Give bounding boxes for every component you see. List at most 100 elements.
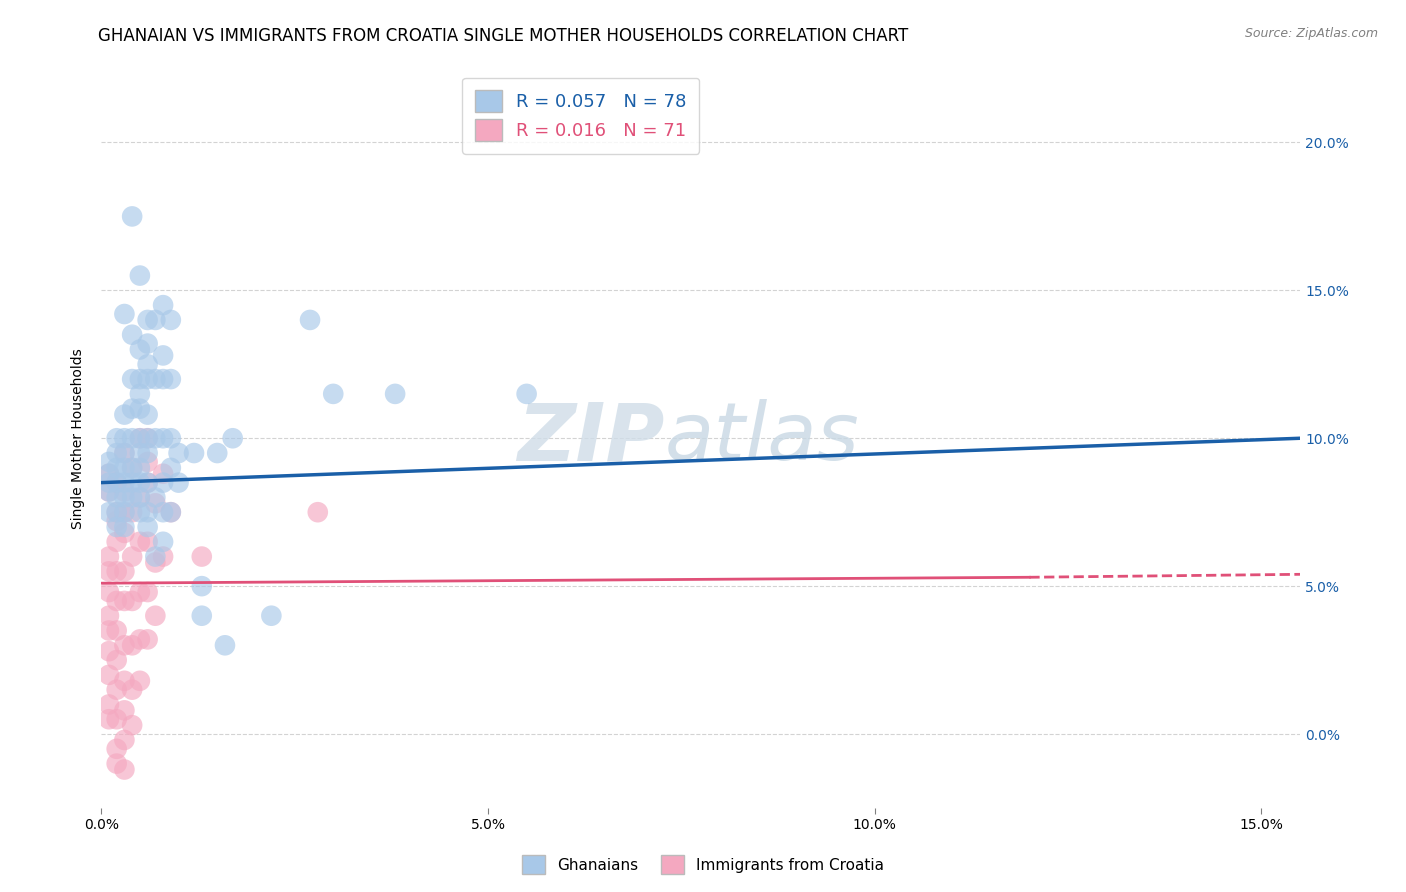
Point (105, 594, 128, 608)
Point (128, 491, 150, 505)
Point (143, 491, 166, 505)
Point (191, 579, 214, 593)
Point (384, 387, 406, 401)
Point (105, 475, 128, 490)
Point (152, 372, 174, 386)
Point (128, 431, 150, 445)
Point (159, 505, 181, 519)
Point (191, 549, 214, 564)
Point (136, 505, 159, 519)
Point (121, 401, 143, 416)
Point (105, 505, 128, 519)
Text: GHANAIAN VS IMMIGRANTS FROM CROATIA SINGLE MOTHER HOUSEHOLDS CORRELATION CHART: GHANAIAN VS IMMIGRANTS FROM CROATIA SING… (98, 27, 908, 45)
Point (152, 467, 174, 481)
Point (105, 741, 128, 756)
Point (112, 673, 135, 688)
Point (105, 431, 128, 445)
Point (183, 446, 205, 460)
Point (121, 372, 143, 386)
Point (121, 475, 143, 490)
Point (143, 431, 166, 445)
Point (105, 565, 128, 579)
Point (214, 638, 236, 652)
Point (112, 565, 135, 579)
Point (128, 585, 150, 599)
Point (112, 594, 135, 608)
Point (143, 372, 166, 386)
Point (112, 446, 135, 460)
Point (112, 525, 135, 540)
Point (97, 455, 120, 469)
Point (167, 475, 190, 490)
Point (112, 491, 135, 505)
Point (112, 446, 135, 460)
Text: atlas: atlas (665, 400, 859, 477)
Point (128, 534, 150, 549)
Point (112, 484, 135, 499)
Point (97, 565, 120, 579)
Point (191, 608, 214, 623)
Text: ZIP: ZIP (517, 400, 665, 477)
Point (121, 210, 143, 224)
Point (97, 712, 120, 726)
Point (516, 387, 538, 401)
Point (121, 549, 143, 564)
Point (112, 431, 135, 445)
Point (143, 313, 166, 327)
Point (143, 608, 166, 623)
Point (136, 632, 159, 647)
Point (105, 682, 128, 697)
Point (121, 594, 143, 608)
Point (128, 673, 150, 688)
Text: Source: ZipAtlas.com: Source: ZipAtlas.com (1244, 27, 1378, 40)
Point (97, 484, 120, 499)
Point (121, 327, 143, 342)
Point (128, 460, 150, 475)
Point (105, 756, 128, 771)
Point (97, 624, 120, 638)
Point (299, 313, 322, 327)
Point (136, 475, 159, 490)
Point (260, 608, 283, 623)
Point (105, 446, 128, 460)
Point (128, 343, 150, 357)
Point (159, 313, 181, 327)
Point (112, 763, 135, 777)
Point (152, 505, 174, 519)
Point (97, 549, 120, 564)
Point (152, 348, 174, 362)
Point (152, 475, 174, 490)
Point (97, 668, 120, 682)
Point (105, 534, 128, 549)
Point (112, 460, 135, 475)
Point (105, 653, 128, 667)
Point (121, 491, 143, 505)
Point (136, 431, 159, 445)
Point (136, 475, 159, 490)
Point (159, 372, 181, 386)
Point (97, 484, 120, 499)
Point (105, 514, 128, 528)
Point (143, 496, 166, 510)
Point (128, 475, 150, 490)
Point (105, 505, 128, 519)
Point (121, 718, 143, 732)
Point (128, 401, 150, 416)
Point (136, 408, 159, 422)
Point (152, 549, 174, 564)
Point (136, 336, 159, 351)
Point (121, 638, 143, 652)
Point (136, 585, 159, 599)
Point (105, 520, 128, 534)
Point (128, 491, 150, 505)
Point (128, 505, 150, 519)
Point (112, 505, 135, 519)
Point (97, 467, 120, 481)
Point (112, 638, 135, 652)
Point (128, 268, 150, 283)
Point (136, 455, 159, 469)
Point (105, 491, 128, 505)
Point (112, 505, 135, 519)
Point (128, 387, 150, 401)
Point (222, 431, 245, 445)
